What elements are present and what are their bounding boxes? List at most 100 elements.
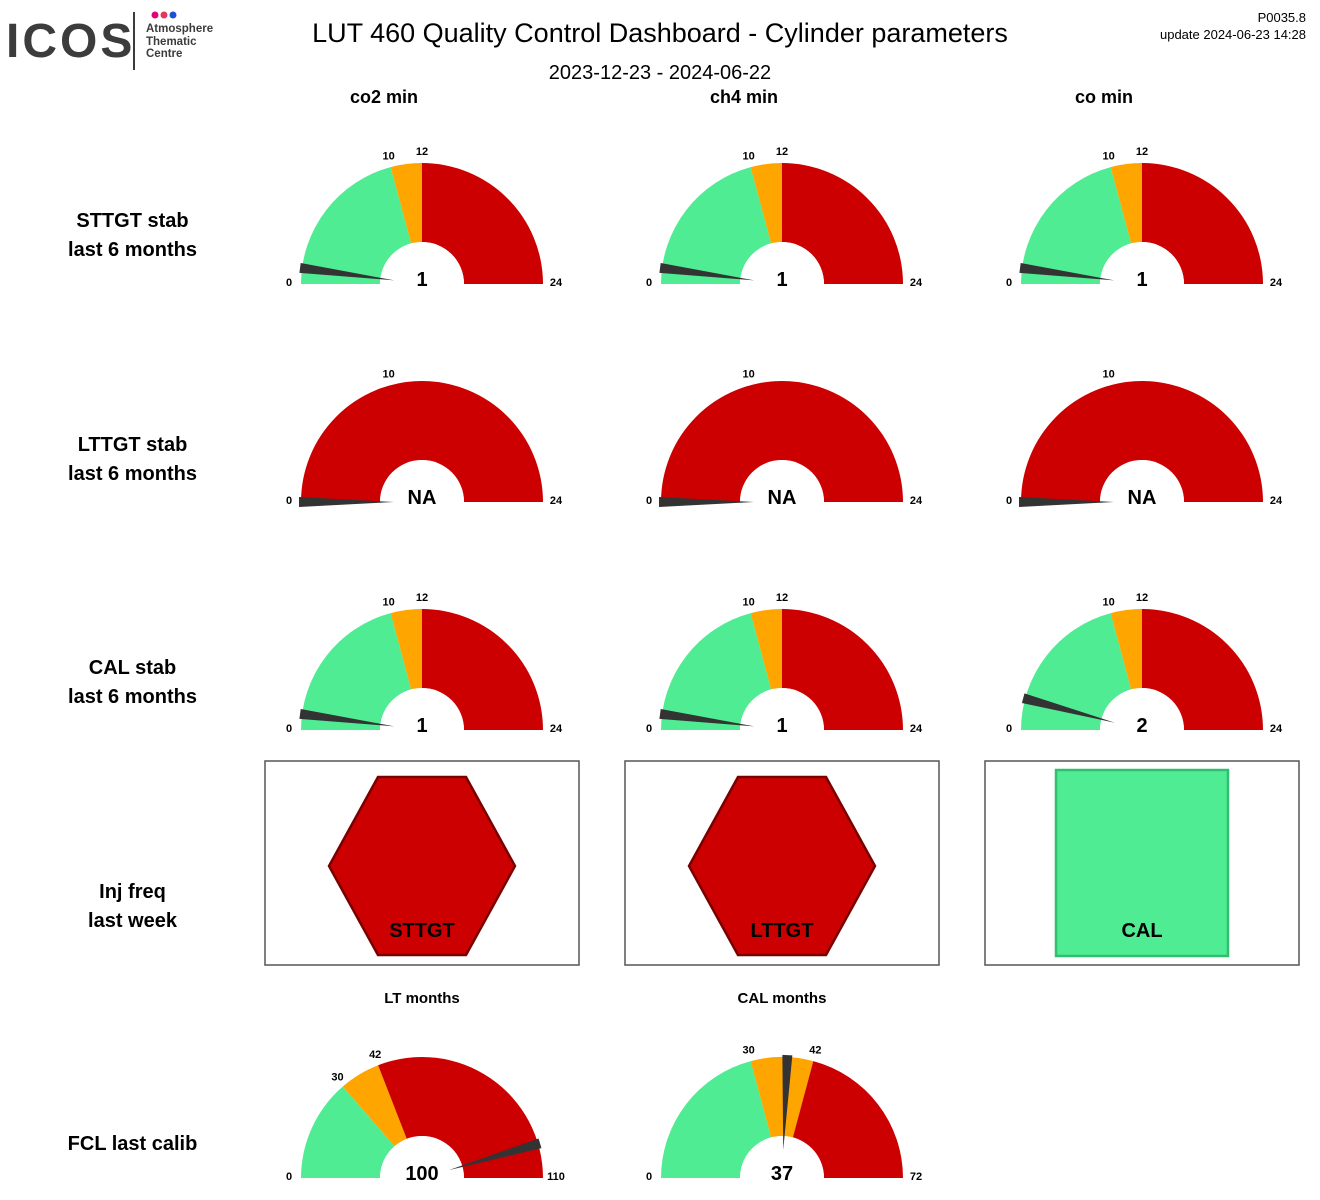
status-9-hexagon [327,775,517,957]
gauge-3-tick-1: 10 [382,368,394,380]
date-range: 2023-12-23 - 2024-06-22 [548,62,772,84]
gauge-1-tick-0: 0 [646,277,652,289]
logo-line-3: Centre [146,48,183,60]
gauge-8-tick-1: 10 [1102,596,1114,608]
gauge-7-tick-2: 12 [776,592,788,604]
update-timestamp: update 2024-06-23 14:28 [1159,27,1306,42]
gauge-12-title: LT months [384,990,460,1007]
gauge-3-band-0 [301,381,543,502]
gauge-5-band-0 [1021,381,1263,502]
gauge-1-band-2 [782,163,903,284]
gauge-12-tick-1: 30 [331,1072,343,1084]
gauge-3-tick-2: 24 [550,495,563,507]
gauge-6-band-2 [422,609,543,730]
gauge-7-value-label: 1 [776,715,787,737]
gauge-12-band-2 [378,1057,543,1178]
version-info: P0035.8 update 2024-06-23 14:28 [1160,9,1306,43]
gauge-5-hub [1100,460,1184,502]
gauge-0-band-2 [422,163,543,284]
gauge-6-band-0 [301,613,412,730]
gauge-12-tick-3: 110 [547,1171,565,1183]
gauge-8-hub [1100,688,1184,730]
gauge-5-needle [1019,497,1114,507]
gauge-8-band-2 [1142,609,1263,730]
gauge-2-tick-0: 0 [1006,277,1012,289]
gauge-13-hub [740,1136,824,1178]
gauge-8-needle [1021,693,1115,723]
row-label-sttgt-line-1: STTGT stab [76,210,189,232]
gauge-1-needle [659,262,755,281]
gauge-13-value-label: 37 [771,1163,793,1185]
logo-subtitle: Atmosphere Thematic Centre [146,23,213,61]
gauge-13-tick-2: 42 [809,1044,821,1056]
gauge-12-value-label: 100 [405,1163,438,1185]
gauge-2-band-1 [1110,163,1142,244]
gauge-0-value-label: 1 [416,269,427,291]
gauge-13-tick-0: 0 [646,1171,652,1183]
gauge-12-hub [380,1136,464,1178]
logo-line-2: Thematic [146,35,197,48]
gauge-7-needle [659,708,755,727]
gauge-6-tick-3: 24 [550,723,563,735]
status-9-label: STTGT [389,920,455,942]
row-label-inj-line-2: last week [88,910,177,932]
gauge-5-value-label: NA [1128,487,1157,509]
status-10-hexagon [687,775,877,957]
gauge-13-title: CAL months [738,990,827,1007]
gauge-4-band-0 [661,381,903,502]
logo-divider [133,12,135,70]
icos-logo: ICOS Atmosphere Thematic Centre [6,6,226,76]
gauge-6-tick-1: 10 [382,596,394,608]
gauge-1-tick-3: 24 [910,277,923,289]
gauge-13-band-2 [792,1061,903,1178]
gauge-3-tick-0: 0 [286,495,292,507]
gauge-13-band-1 [750,1056,814,1138]
gauge-8-value-label: 2 [1136,715,1147,737]
logo-wordmark: ICOS [6,15,136,68]
row-label-cal-line-2: last 6 months [68,686,197,708]
gauge-0-hub [380,242,464,284]
gauge-12-tick-2: 42 [369,1049,381,1061]
gauge-5-tick-1: 10 [1102,368,1114,380]
gauge-0-tick-1: 10 [382,150,394,162]
gauge-13-band-0 [661,1061,772,1178]
gauge-2-value-label: 1 [1136,269,1147,291]
gauge-3-value-label: NA [408,487,437,509]
gauge-1-band-1 [750,163,782,244]
gauge-8-tick-2: 12 [1136,592,1148,604]
gauge-0-band-1 [390,163,422,244]
gauge-2-tick-1: 10 [1102,150,1114,162]
row-label-lttgt-line-1: LTTGT stab [77,434,188,456]
gauge-2-band-2 [1142,163,1263,284]
row-label-sttgt: STTGT stab last 6 months [10,207,255,265]
gauge-3-needle [299,497,394,507]
status-11-label: CAL [1121,920,1162,942]
gauge-12-needle [448,1138,542,1171]
row-label-inj-freq: Inj freq last week [10,878,255,936]
row-label-cal-line-1: CAL stab [88,657,177,679]
gauge-8-tick-0: 0 [1006,723,1012,735]
gauge-13-tick-3: 72 [910,1171,922,1183]
gauge-4-tick-2: 24 [910,495,923,507]
gauge-12-band-0 [301,1086,395,1178]
row-label-fcl-line-1: FCL last calib [67,1133,198,1155]
gauge-6-tick-0: 0 [286,723,292,735]
gauge-6-hub [380,688,464,730]
gauge-7-hub [740,688,824,730]
gauge-6-tick-2: 12 [416,592,428,604]
gauge-12-tick-0: 0 [286,1171,292,1183]
gauge-4-tick-1: 10 [742,368,754,380]
status-11-square [1054,768,1230,958]
row-label-lttgt: LTTGT stab last 6 months [10,431,255,489]
gauge-4-tick-0: 0 [646,495,652,507]
version-label: P0035.8 [1257,10,1306,25]
gauge-2-tick-3: 24 [1270,277,1283,289]
gauge-2-tick-2: 12 [1136,146,1148,158]
gauge-0-needle [299,262,395,281]
gauge-8-tick-3: 24 [1270,723,1283,735]
gauge-13-tick-1: 30 [742,1044,754,1056]
gauge-7-tick-0: 0 [646,723,652,735]
gauge-4-needle [659,497,754,507]
gauge-7-tick-1: 10 [742,596,754,608]
gauge-1-value-label: 1 [776,269,787,291]
